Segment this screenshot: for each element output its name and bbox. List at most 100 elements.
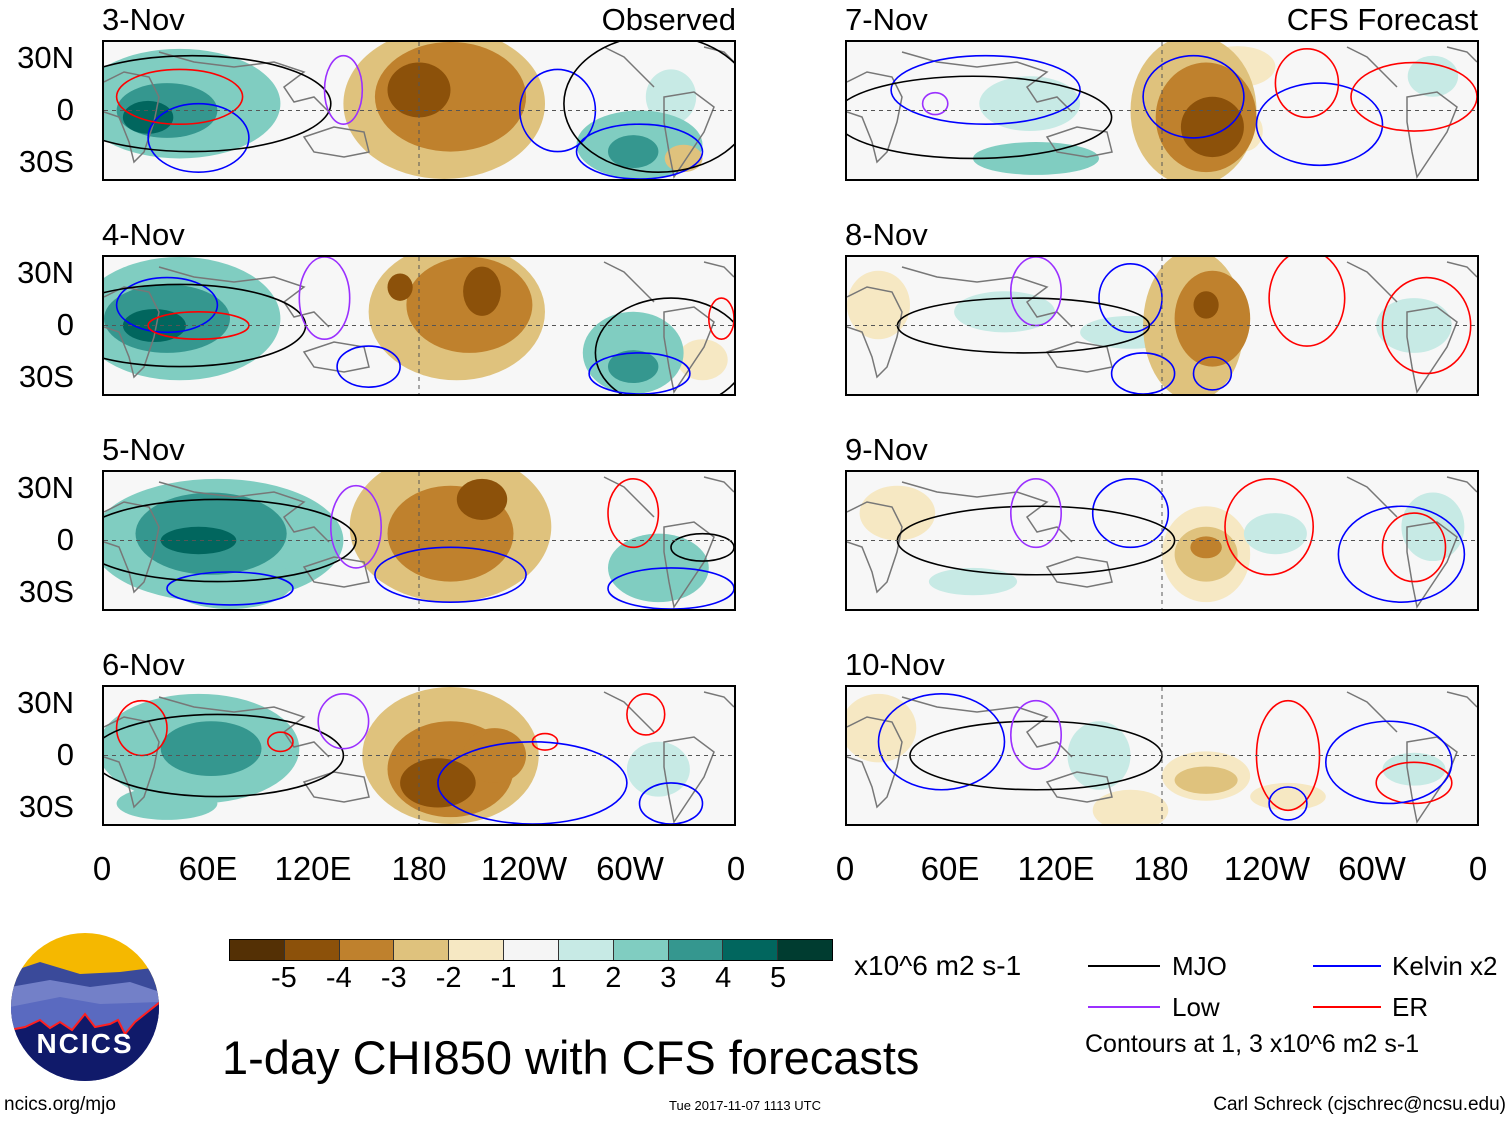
- coastline: [1406, 306, 1458, 394]
- anomaly-shading: [626, 741, 690, 797]
- coastline: [603, 261, 655, 303]
- anomaly-shading: [456, 478, 508, 520]
- colorbar-tick-label: 3: [660, 962, 677, 994]
- contour-line: [317, 693, 370, 750]
- coastline: [663, 736, 715, 824]
- panel-date: 9-Nov: [845, 432, 928, 467]
- colorbar-tick-label: 5: [770, 962, 787, 994]
- anomaly-shading: [1243, 513, 1307, 555]
- contour-line: [1192, 356, 1233, 391]
- colorbar-tick-label: -5: [271, 962, 297, 994]
- lat-label: 30N: [17, 40, 74, 75]
- coastline: [1346, 476, 1398, 518]
- coastline: [703, 46, 734, 63]
- logo-text: NCICS: [36, 1028, 134, 1059]
- anomaly-shading: [463, 728, 527, 783]
- contour-line: [1142, 54, 1245, 139]
- lat-label: 30N: [17, 685, 74, 720]
- forecast-label: CFS Forecast: [1286, 2, 1478, 37]
- colorbar-swatch: [230, 940, 285, 960]
- legend-low-line: [1088, 1006, 1160, 1008]
- lat-label: 30S: [18, 144, 74, 179]
- lat-label: 30N: [17, 255, 74, 290]
- lon-label: 120E: [274, 850, 352, 887]
- map-panel-forecast-1: [845, 40, 1479, 181]
- colorbar-tick-label: -3: [380, 962, 407, 994]
- map-panel-forecast-4: [845, 685, 1479, 826]
- colorbar-tick-label: -1: [490, 962, 517, 994]
- anomaly-shading: [1190, 536, 1222, 559]
- contour-line: [374, 546, 527, 603]
- anomaly-shading: [1092, 789, 1169, 824]
- panel-date: 3-Nov: [102, 2, 185, 37]
- contour-line: [847, 75, 1113, 160]
- anomaly-shading: [677, 339, 728, 381]
- map-panel-observed-4: [102, 685, 736, 826]
- coastline: [663, 306, 715, 394]
- anomaly-shading: [979, 76, 1081, 132]
- contour-line: [1255, 82, 1384, 167]
- legend-er-line: [1313, 1006, 1381, 1008]
- coastline: [703, 476, 734, 493]
- colorbar-swatch: [723, 940, 779, 960]
- lat-label: 0: [56, 307, 74, 342]
- contour-line: [1010, 478, 1063, 549]
- contour-line: [594, 297, 734, 394]
- coastline: [302, 126, 370, 158]
- lon-label: 0: [1468, 850, 1488, 887]
- coastline: [901, 481, 1073, 543]
- figure-title: 1-day CHI850 with CFS forecasts: [222, 1031, 920, 1084]
- coastline: [1045, 341, 1113, 373]
- coastline: [158, 51, 330, 113]
- legend-er-label: ER: [1392, 992, 1429, 1022]
- contour-line: [115, 68, 244, 125]
- anomaly-shading: [1180, 96, 1244, 158]
- anomaly-shading: [973, 142, 1099, 175]
- timestamp: Tue 2017-11-07 1113 UTC: [669, 1098, 821, 1113]
- colorbar-swatch: [668, 940, 724, 960]
- website-link[interactable]: ncics.org/mjo: [4, 1094, 116, 1115]
- colorbar-swatch: [778, 940, 832, 960]
- coastline: [1406, 91, 1458, 179]
- contour-line: [330, 484, 383, 569]
- contour-line: [626, 693, 666, 736]
- colorbar-swatch: [504, 940, 559, 960]
- contour-line: [1268, 257, 1346, 347]
- anomaly-shading: [387, 62, 451, 118]
- colorbar-swatch: [284, 940, 340, 960]
- coastline: [603, 46, 655, 88]
- coastline: [104, 716, 160, 809]
- contour-line: [877, 693, 1006, 791]
- coastline: [1406, 521, 1458, 609]
- map-panel-observed-1: [102, 40, 736, 181]
- colorbar-swatch: [339, 940, 395, 960]
- observed-label: Observed: [601, 2, 736, 37]
- anomaly-shading: [1401, 492, 1465, 562]
- contour-line: [1091, 478, 1170, 549]
- colorbar-swatch: [394, 940, 450, 960]
- contour-line: [670, 532, 734, 562]
- contour-line: [563, 42, 734, 173]
- coastline: [302, 771, 370, 803]
- anomaly-shading: [1174, 270, 1251, 367]
- contour-line: [1324, 720, 1453, 805]
- coastline: [847, 716, 903, 809]
- coastline: [847, 71, 903, 164]
- coastline: [158, 266, 330, 328]
- anomaly-shading: [122, 100, 174, 134]
- anomaly-shading: [608, 135, 659, 169]
- coastline: [158, 696, 330, 758]
- coastline: [1446, 691, 1477, 708]
- contour-line: [607, 478, 660, 549]
- lon-label: 120E: [1017, 850, 1095, 887]
- contour-line: [1381, 276, 1472, 375]
- colorbar-tick-label: -4: [325, 962, 352, 994]
- contour-line: [166, 571, 294, 606]
- lon-label: 0: [726, 850, 746, 887]
- lat-label: 30N: [17, 470, 74, 505]
- coastline: [1346, 691, 1398, 733]
- lat-label: 30S: [18, 359, 74, 394]
- contour-line: [336, 345, 401, 388]
- panel-date: 8-Nov: [845, 217, 928, 252]
